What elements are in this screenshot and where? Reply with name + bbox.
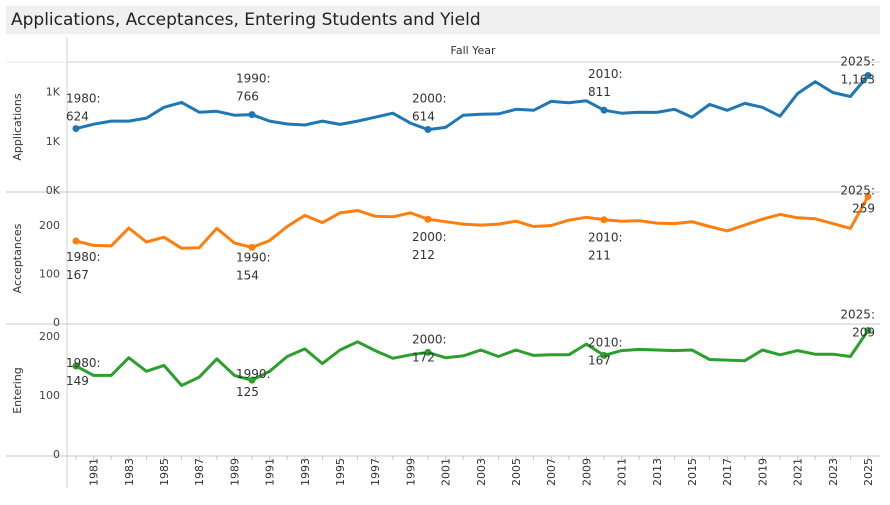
annotation-label-2025: 2025: — [840, 183, 875, 197]
data-point-1990 — [248, 376, 256, 384]
annotation-label-1990: 1990: — [236, 72, 271, 86]
x-tick-label: 2011 — [616, 458, 629, 486]
x-tick-label: 1991 — [264, 458, 277, 486]
x-tick-label: 2021 — [792, 458, 805, 486]
annotation-label-2000: 2000: — [412, 230, 447, 244]
x-tick-label: 2013 — [651, 458, 664, 486]
annotation-label-2000: 2000: — [412, 332, 447, 346]
x-tick-label: 2017 — [721, 458, 734, 486]
x-tick-label: 1985 — [158, 458, 171, 486]
data-point-2025 — [864, 72, 872, 80]
data-point-1990 — [248, 243, 256, 251]
annotation-label-2010: 2010: — [588, 231, 623, 245]
annotation-value-1980: 167 — [66, 268, 89, 282]
y-tick-label: 100 — [39, 268, 60, 281]
annotation-label-2025: 2025: — [840, 55, 875, 69]
series-line-applications — [74, 74, 870, 132]
x-tick-label: 1993 — [299, 458, 312, 486]
title-bar: Applications, Acceptances, Entering Stud… — [6, 6, 880, 34]
annotation-label-2025: 2025: — [840, 308, 875, 322]
annotation-label-1980: 1980: — [66, 92, 101, 106]
annotation-value-2025: 209 — [852, 326, 875, 340]
annotation-value-2010: 811 — [588, 85, 611, 99]
y-tick-label: 200 — [39, 330, 60, 343]
data-point-1980 — [72, 125, 80, 133]
x-tick-label: 1983 — [123, 458, 136, 486]
annotation-value-2025: 259 — [852, 201, 875, 215]
x-tick-label: 1999 — [404, 458, 417, 486]
x-tick-label: 1997 — [369, 458, 382, 486]
annotation-value-2010: 167 — [588, 353, 611, 367]
annotation-value-1980: 624 — [66, 110, 89, 124]
annotation-value-2000: 172 — [412, 350, 435, 364]
annotation-label-1990: 1990: — [236, 250, 271, 264]
x-tick-label: 1989 — [228, 458, 241, 486]
x-tick-label: 2005 — [510, 458, 523, 486]
annotation-value-2010: 211 — [588, 249, 611, 263]
y-tick-label: 0 — [53, 448, 60, 461]
data-point-1980 — [72, 362, 80, 370]
annotation-value-1980: 149 — [66, 374, 89, 388]
annotation-value-1990: 154 — [236, 268, 259, 282]
x-tick-label: 1987 — [193, 458, 206, 486]
x-tick-label: 2015 — [686, 458, 699, 486]
x-tick-label: 2003 — [475, 458, 488, 486]
data-point-2025 — [864, 192, 872, 200]
annotation-label-1980: 1980: — [66, 356, 101, 370]
x-tick-label: 2009 — [580, 458, 593, 486]
x-tick-label: 2023 — [827, 458, 840, 486]
annotation-label-2000: 2000: — [412, 92, 447, 106]
y-tick-label: 0K — [46, 184, 61, 197]
series-line-entering — [74, 329, 870, 387]
annotation-label-2010: 2010: — [588, 67, 623, 81]
x-tick-label: 1995 — [334, 458, 347, 486]
data-point-2000 — [424, 215, 432, 223]
series-line-acceptances — [74, 195, 870, 250]
data-point-1990 — [248, 111, 256, 119]
y-axis-label-acceptances: Acceptances — [11, 223, 24, 293]
annotation-label-2010: 2010: — [588, 335, 623, 349]
data-point-2010 — [600, 351, 608, 359]
y-axis-label-applications: Applications — [11, 93, 24, 160]
y-tick-label: 0 — [53, 316, 60, 329]
annotation-value-1990: 766 — [236, 90, 259, 104]
y-tick-label: 100 — [39, 389, 60, 402]
annotation-value-2000: 212 — [412, 248, 435, 262]
x-tick-label: 2001 — [440, 458, 453, 486]
y-tick-label: 1K — [46, 135, 61, 148]
annotation-value-2025: 1,163 — [841, 73, 875, 87]
x-tick-label: 1981 — [88, 458, 101, 486]
data-point-2010 — [600, 216, 608, 224]
annotation-value-1990: 125 — [236, 385, 259, 399]
x-tick-label: 2025 — [862, 458, 875, 486]
data-point-2025 — [864, 327, 872, 335]
data-point-2000 — [424, 126, 432, 134]
y-axis-label-entering: Entering — [11, 367, 24, 414]
annotation-value-2000: 614 — [412, 110, 435, 124]
annotation-label-1990: 1990: — [236, 367, 271, 381]
annotation-label-1980: 1980: — [66, 250, 101, 264]
data-point-1980 — [72, 237, 80, 245]
y-tick-label: 1K — [46, 86, 61, 99]
y-tick-label: 200 — [39, 219, 60, 232]
data-point-2000 — [424, 348, 432, 356]
x-tick-label: 2007 — [545, 458, 558, 486]
header-fall-year: Fall Year — [451, 44, 496, 57]
x-tick-label: 2019 — [756, 458, 769, 486]
chart-title: Applications, Acceptances, Entering Stud… — [11, 10, 481, 30]
data-point-2010 — [600, 106, 608, 114]
